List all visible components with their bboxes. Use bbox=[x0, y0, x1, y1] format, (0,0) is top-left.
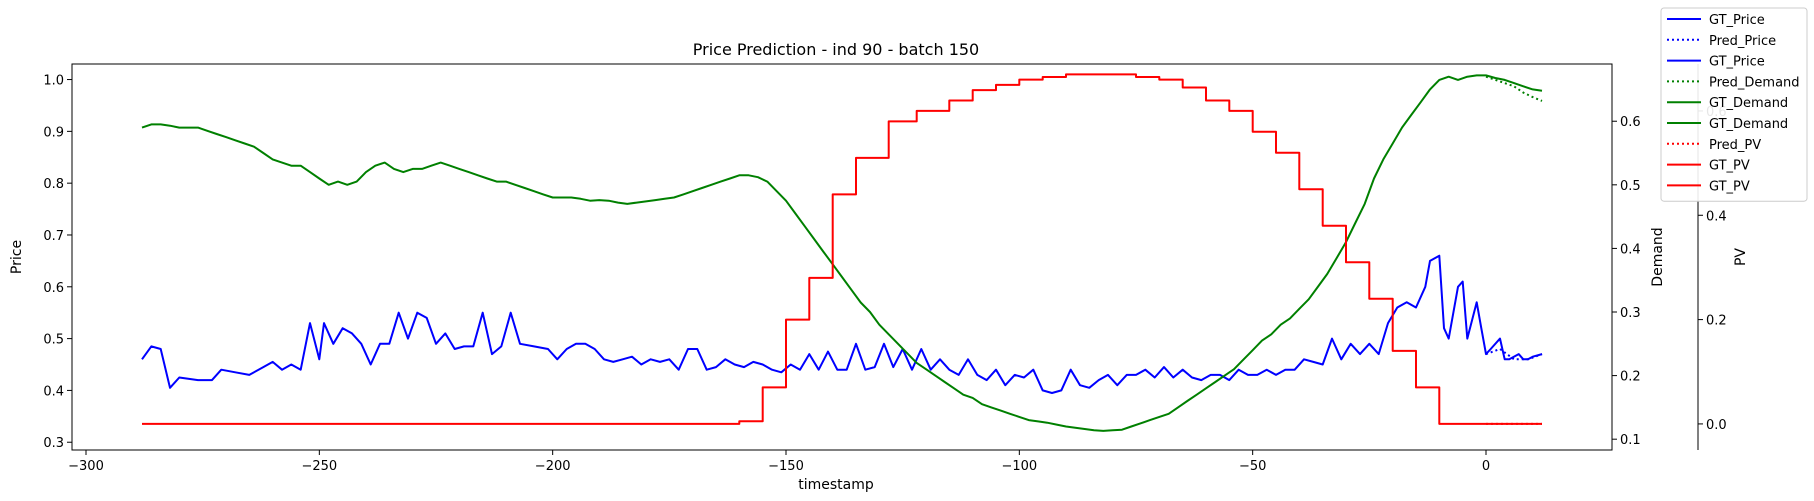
x-tick-label: −50 bbox=[1239, 459, 1266, 474]
series-line-pred-price bbox=[1485, 348, 1543, 361]
legend-label: GT_Price bbox=[1709, 13, 1765, 28]
x-tick-label: −100 bbox=[1001, 459, 1037, 474]
price-tick-label: 0.5 bbox=[43, 333, 64, 348]
price-tick-label: 0.9 bbox=[43, 125, 64, 140]
price-tick-label: 1.0 bbox=[43, 74, 64, 89]
x-tick-label: −150 bbox=[768, 459, 804, 474]
demand-tick-label: 0.1 bbox=[1620, 433, 1641, 448]
series-line-gt-price bbox=[141, 254, 1543, 394]
legend-label: Pred_PV bbox=[1709, 138, 1761, 153]
pv-tick-label: 0.4 bbox=[1706, 209, 1727, 224]
chart-title: Price Prediction - ind 90 - batch 150 bbox=[693, 40, 979, 59]
legend-label: GT_Demand bbox=[1709, 96, 1788, 111]
series-layer bbox=[141, 73, 1543, 432]
x-tick-label: −300 bbox=[68, 459, 104, 474]
legend-label: GT_Price bbox=[1709, 55, 1765, 70]
x-tick-label: −200 bbox=[535, 459, 571, 474]
legend-label: GT_Demand bbox=[1709, 117, 1788, 132]
series-line-gt-pv bbox=[142, 73, 1542, 425]
x-tick-label: 0 bbox=[1482, 459, 1490, 474]
plot-area bbox=[71, 63, 1613, 451]
series-line-gt-demand bbox=[141, 74, 1543, 432]
demand-tick-label: 0.3 bbox=[1620, 306, 1641, 321]
pv-tick-label: 0.0 bbox=[1706, 418, 1727, 433]
legend-label: Pred_Demand bbox=[1709, 75, 1800, 90]
legend-label: GT_PV bbox=[1709, 179, 1750, 194]
demand-tick-label: 0.4 bbox=[1620, 242, 1641, 257]
price-tick-label: 0.3 bbox=[43, 436, 64, 451]
demand-tick-label: 0.5 bbox=[1620, 179, 1641, 194]
legend-label: GT_PV bbox=[1709, 159, 1750, 174]
series-line-pred-demand bbox=[1485, 75, 1543, 102]
price-tick-label: 0.6 bbox=[43, 281, 64, 296]
demand-tick-label: 0.6 bbox=[1620, 115, 1641, 130]
y-axis-label-price: Price bbox=[9, 240, 25, 274]
legend-label: Pred_Price bbox=[1709, 34, 1776, 49]
x-axis-label: timestamp bbox=[798, 477, 874, 493]
legend: GT_Price Pred_Price GT_Price Pred_Demand GT_… bbox=[1660, 7, 1808, 202]
plot-border bbox=[71, 63, 1613, 451]
x-tick-label: −250 bbox=[301, 459, 337, 474]
axes-layer: −300 −250 −200 −150 −100 −50 0 0.3 0.4 0.5 0.6 0.7 0… bbox=[43, 64, 1727, 474]
y-axis-label-pv: PV bbox=[1733, 248, 1749, 266]
demand-tick-label: 0.2 bbox=[1620, 370, 1641, 385]
pv-tick-label: 0.2 bbox=[1706, 314, 1727, 329]
price-tick-label: 0.7 bbox=[43, 229, 64, 244]
price-tick-label: 0.8 bbox=[43, 177, 64, 192]
legend-box bbox=[1660, 7, 1808, 202]
y-axis-label-demand: Demand bbox=[1650, 227, 1666, 286]
price-tick-label: 0.4 bbox=[43, 384, 64, 399]
